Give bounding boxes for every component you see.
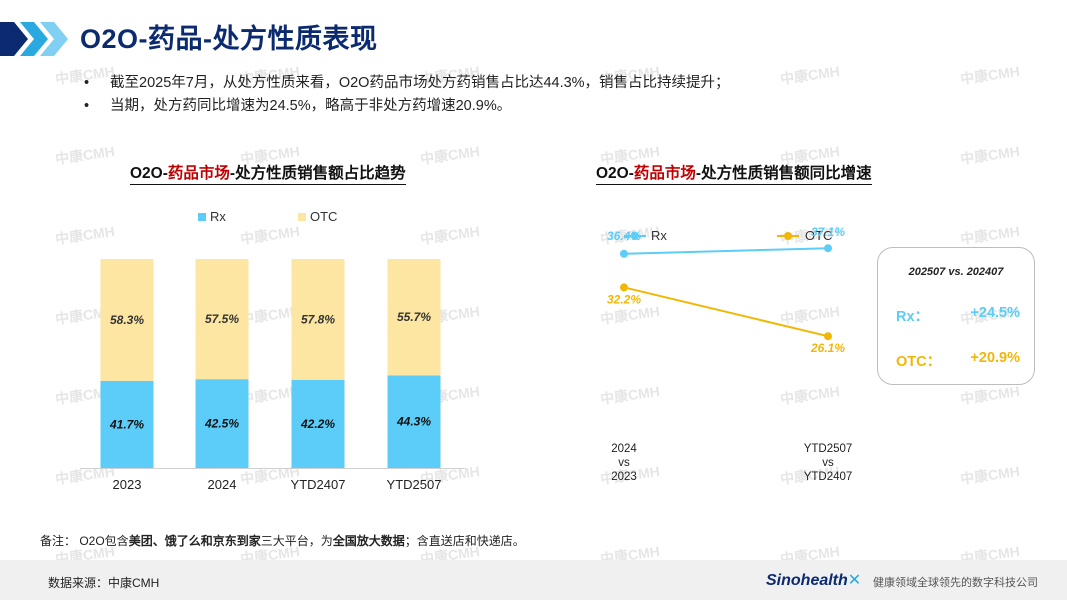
legend-rx-label: Rx	[651, 228, 667, 243]
watermark-text: 中康CMH	[54, 142, 116, 168]
data-label-otc: 57.5%	[205, 312, 239, 326]
bullet-item: • 当期，处方药同比增速为24.5%，略高于非处方药增速20.9%。	[84, 98, 512, 114]
watermark-text: 中康CMH	[419, 142, 481, 168]
legend-otc-label: OTC	[310, 209, 337, 224]
kpi-rx-value: +24.5%	[970, 305, 1020, 321]
data-label-rx: 41.7%	[109, 417, 144, 431]
point-rx	[620, 249, 628, 258]
legend-rx-swatch	[198, 213, 206, 221]
kpi-rx-label: Rx：	[896, 309, 930, 325]
kpi-otc-value: +20.9%	[970, 350, 1020, 366]
watermark-text: 中康CMH	[959, 462, 1021, 488]
x-tick-label: vs	[822, 457, 834, 469]
bar-rx	[291, 379, 345, 468]
bullet-item: • 截至2025年7月，从处方性质来看，O2O药品市场处方药销售占比达44.3%，…	[84, 75, 730, 91]
stacked-bar-chart: Rx OTC 41.7% 58.3% 2023 42.5% 57.5% 2024 42.2% 57…	[80, 209, 465, 492]
bullet-text: 截至2025年7月，从处方性质来看，O2O药品市场处方药销售占比达44.3%，销…	[110, 75, 730, 91]
right-chart-title: O2O-药品市场-处方性质销售额同比增速	[596, 161, 872, 185]
legend-otc-marker	[784, 232, 792, 240]
footer-bar: 数据来源：中康CMH Sinohealth✕ 健康领域全球领先的数字科技公司	[0, 560, 1067, 600]
watermark-text: 中康CMH	[959, 382, 1021, 408]
x-tick-label: 2024	[611, 443, 637, 455]
data-label-rx: 44.3%	[396, 415, 431, 429]
watermark-text: 中康CMH	[959, 62, 1021, 88]
data-source: 数据来源：中康CMH	[48, 576, 160, 590]
summary-bullets: • 截至2025年7月，从处方性质来看，O2O药品市场处方药销售占比达44.3%，…	[84, 72, 730, 118]
data-label-rx: 36.4%	[607, 229, 641, 243]
header-chevron-icon	[0, 22, 68, 56]
watermark-text: 中康CMH	[779, 62, 841, 88]
watermark-text: 中康CMH	[959, 222, 1021, 248]
x-tick-label: 2024	[208, 477, 237, 492]
legend-otc-swatch	[298, 213, 306, 221]
legend-rx-marker	[631, 232, 639, 240]
footnote: 备注： O2O包含美团、饿了么和京东到家三大平台，为全国放大数据；含直送店和快递…	[40, 534, 525, 548]
x-tick-label: vs	[618, 457, 630, 469]
kpi-otc-label: OTC：	[896, 354, 942, 370]
x-tick-label: 2023	[611, 471, 637, 483]
point-otc	[824, 332, 832, 341]
bar-rx	[195, 379, 249, 468]
brand-tagline: 健康领域全球领先的数字科技公司	[873, 577, 1038, 589]
page-title: O2O-药品-处方性质表现	[80, 24, 378, 54]
x-tick-label: YTD2507	[387, 477, 442, 492]
kpi-title: 202507 vs. 202407	[908, 266, 1004, 278]
data-label-otc: 57.8%	[301, 312, 335, 326]
brand-logo: Sinohealth✕	[766, 572, 862, 589]
data-label-otc: 26.1%	[810, 341, 845, 355]
series-line-otc	[623, 286, 829, 338]
legend-rx-label: Rx	[210, 209, 226, 224]
bar-otc	[100, 259, 154, 381]
data-label-otc: 58.3%	[110, 313, 144, 327]
bar-otc	[195, 259, 249, 380]
data-label-rx: 42.2%	[300, 417, 335, 431]
growth-summary-box: 202507 vs. 202407 Rx： +24.5% OTC： +20.9%	[877, 247, 1035, 385]
legend-otc-label: OTC	[805, 228, 832, 243]
point-otc	[620, 283, 628, 292]
bar-rx	[387, 375, 441, 468]
series-line-rx	[623, 247, 829, 255]
data-label-otc: 55.7%	[397, 310, 431, 324]
data-label-rx: 42.5%	[204, 417, 239, 431]
left-chart-title: O2O-药品市场-处方性质销售额占比趋势	[130, 161, 406, 185]
growth-line-chart: Rx OTC 36.4% 37.1% 32.2% 26.1% 2024 vs 2023 YTD25…	[607, 225, 853, 483]
x-tick-label: 2023	[113, 477, 142, 492]
bar-rx	[100, 380, 154, 468]
bar-otc	[387, 259, 441, 376]
point-rx	[824, 244, 832, 253]
bar-otc	[291, 259, 345, 380]
x-tick-label: YTD2407	[804, 471, 853, 483]
bullet-text: 当期，处方药同比增速为24.5%，略高于非处方药增速20.9%。	[110, 98, 512, 114]
x-tick-label: YTD2407	[291, 477, 346, 492]
data-label-otc: 32.2%	[607, 292, 641, 306]
x-tick-label: YTD2507	[804, 443, 853, 455]
data-label-rx: 37.1%	[811, 225, 845, 239]
watermark-text: 中康CMH	[959, 142, 1021, 168]
